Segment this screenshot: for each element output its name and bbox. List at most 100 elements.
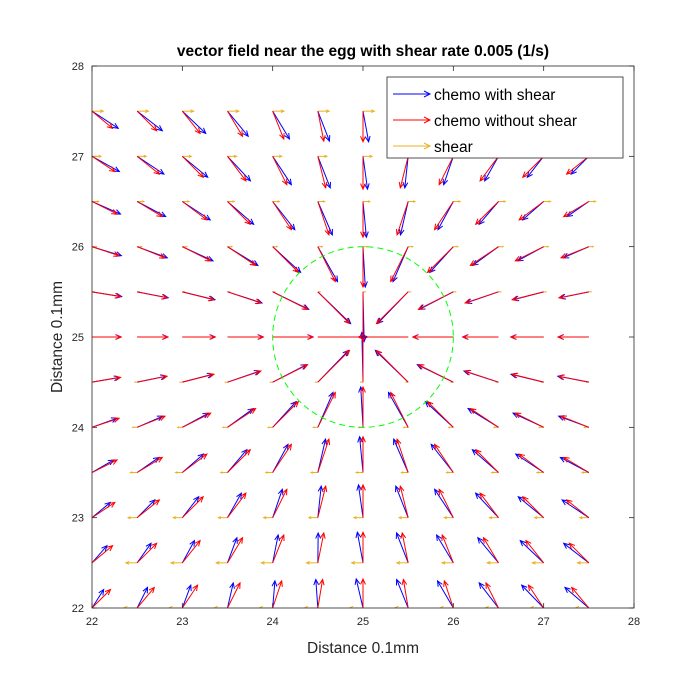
chemo-without-shear-arrow	[136, 155, 161, 175]
chemo-with-shear-arrow	[354, 577, 364, 608]
chemo-without-shear-arrow	[227, 492, 247, 518]
shear-arrow	[317, 109, 331, 114]
shear-arrow	[535, 471, 544, 474]
chemo-with-shear-arrow	[181, 495, 200, 518]
chemo-with-shear-arrow	[227, 492, 242, 518]
shear-arrow	[167, 605, 183, 608]
chemo-without-shear-arrow	[92, 375, 122, 383]
shear-arrow	[574, 605, 589, 608]
chemo-without-shear-arrow	[317, 291, 351, 325]
chemo-without-shear-arrow	[401, 578, 409, 608]
y-tick-label: 27	[72, 151, 84, 163]
chemo-without-shear-arrow	[92, 246, 121, 257]
chemo-with-shear-arrow	[563, 586, 590, 608]
shear-arrow	[453, 291, 457, 293]
chemo-with-shear-arrow	[181, 539, 196, 564]
chemo-with-shear-arrow	[395, 531, 409, 564]
x-tick-label: 25	[357, 616, 369, 628]
chemo-without-shear-arrow	[136, 499, 161, 519]
shear-arrow	[260, 560, 273, 565]
chemo-without-shear-arrow	[390, 391, 409, 428]
shear-arrow	[303, 605, 318, 608]
chemo-with-shear-arrow	[181, 110, 207, 135]
shear-arrow	[272, 154, 283, 158]
chemo-with-shear-arrow	[136, 110, 164, 132]
shear-arrow	[363, 200, 372, 203]
shear-arrow	[393, 605, 409, 608]
chemo-without-shear-arrow	[272, 110, 285, 141]
shear-arrow	[212, 605, 228, 608]
chemo-without-shear-arrow	[227, 369, 263, 383]
chemo-without-shear-arrow	[527, 584, 545, 608]
chemo-without-shear-arrow	[438, 488, 454, 518]
shear-arrow	[227, 200, 236, 203]
chemo-without-shear-arrow	[360, 111, 366, 144]
y-tick-label: 24	[72, 422, 84, 434]
chemo-without-shear-arrow	[469, 246, 499, 267]
shear-arrow	[314, 381, 318, 383]
chemo-without-shear-arrow	[92, 110, 114, 130]
chemo-without-shear-arrow	[92, 201, 119, 215]
shear-arrow	[453, 200, 462, 203]
shear-arrow	[453, 245, 460, 248]
chemo-with-shear-arrow	[478, 581, 499, 608]
chemo-with-shear-arrow	[356, 483, 364, 518]
shear-arrow	[543, 291, 548, 293]
chemo-with-shear-arrow	[362, 156, 370, 191]
shear-arrow	[182, 109, 195, 114]
chemo-without-shear-arrow	[360, 291, 366, 343]
shear-arrow	[221, 426, 228, 429]
shear-arrow	[137, 154, 148, 158]
shear-arrow	[531, 560, 544, 565]
legend-label: chemo with shear	[434, 87, 555, 104]
shear-arrow	[272, 245, 279, 248]
shear-arrow	[269, 381, 273, 383]
chemo-with-shear-arrow	[395, 485, 409, 518]
chemo-without-shear-arrow	[137, 374, 169, 383]
chemo-without-shear-arrow	[137, 334, 170, 340]
x-tick-label: 23	[176, 616, 188, 628]
chemo-with-shear-arrow	[526, 156, 545, 179]
y-tick-label: 25	[72, 332, 84, 344]
chemo-without-shear-arrow	[136, 110, 158, 132]
chemo-without-shear-arrow	[360, 156, 366, 191]
shear-arrow	[137, 109, 150, 114]
chemo-without-shear-arrow	[463, 369, 499, 383]
legend-entry: chemo with shear	[393, 87, 555, 104]
shear-arrow	[182, 154, 193, 158]
shear-arrow	[262, 516, 273, 520]
chemo-without-shear-arrow	[272, 364, 309, 383]
x-tick-label: 22	[86, 616, 98, 628]
shear-arrow	[348, 605, 363, 608]
chemo-without-shear-arrow	[136, 201, 164, 218]
chemo-without-shear-arrow	[395, 201, 409, 237]
shear-arrow	[317, 200, 326, 203]
chemo-with-shear-arrow	[272, 533, 280, 563]
shear-arrow	[397, 516, 409, 520]
shear-arrow	[169, 560, 183, 565]
chemo-without-shear-arrow	[272, 201, 293, 231]
chemo-with-shear-arrow	[92, 544, 108, 564]
chemo-without-shear-arrow	[461, 334, 499, 340]
chemo-with-shear-arrow	[519, 539, 545, 564]
shear-arrow	[498, 291, 502, 293]
chemo-without-shear-arrow	[559, 415, 590, 428]
chemo-with-shear-arrow	[181, 583, 192, 608]
shear-arrow	[440, 560, 454, 565]
chemo-without-shear-arrow	[411, 334, 454, 340]
y-tick-label: 28	[72, 61, 84, 73]
chemo-without-shear-arrow	[426, 400, 454, 428]
chemo-with-shear-arrow	[182, 155, 209, 179]
shear-arrow	[81, 561, 92, 564]
shear-arrow	[498, 200, 507, 203]
annotations	[272, 246, 454, 428]
chemo-without-shear-arrow	[182, 412, 212, 428]
shear-arrow	[395, 560, 409, 565]
y-tick-label: 22	[72, 603, 84, 615]
chemo-without-shear-arrow	[417, 291, 454, 310]
chemo-with-shear-arrow	[227, 110, 249, 138]
chemo-without-shear-arrow	[182, 291, 216, 302]
chemo-without-shear-arrow	[479, 492, 499, 518]
chemo-without-shear-arrow	[482, 536, 499, 564]
chemo-without-shear-arrow	[137, 291, 169, 300]
